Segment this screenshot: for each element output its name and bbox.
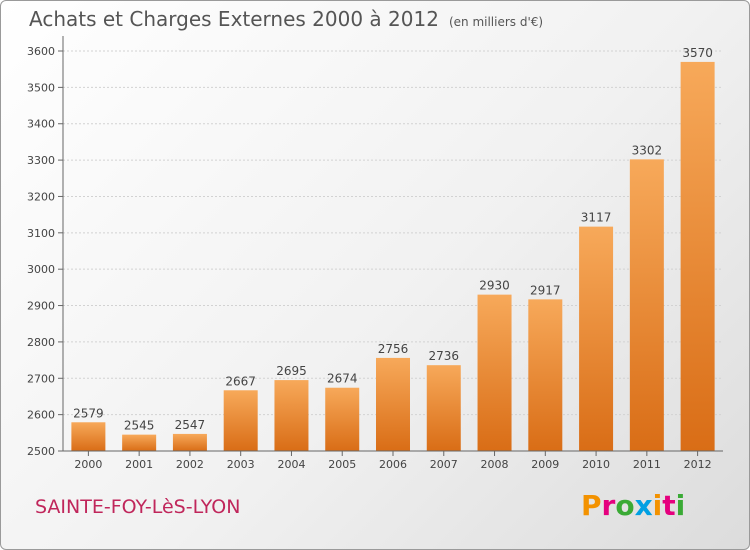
city-name: SAINTE-FOY-LèS-LYON [35, 496, 241, 518]
logo-letter: i [652, 489, 663, 522]
x-tick-label: 2006 [379, 458, 407, 471]
x-tick-label: 2011 [633, 458, 661, 471]
y-tick-label: 2600 [27, 409, 55, 422]
logo-letter: P [581, 489, 602, 522]
x-tick-label: 2001 [125, 458, 153, 471]
data-label: 3117 [581, 211, 612, 225]
bar [376, 357, 410, 451]
data-label: 2917 [530, 283, 561, 297]
bar [122, 434, 157, 451]
unit-label: (en milliers d'€) [448, 15, 544, 29]
title-text: Achats et Charges Externes 2000 à 2012 [29, 7, 439, 31]
x-tick-label: 2002 [176, 458, 204, 471]
bar [680, 61, 715, 452]
axis-layer: 2500 2600 2700 2800 2900 3000 3100 3200 3300 3400… [27, 36, 723, 471]
bar-layer: 2579 2545 2547 2667 2695 2674 2756 2736 2930 2917… [71, 46, 715, 452]
logo-letter: i [675, 489, 686, 522]
logo-letter: t [662, 489, 676, 522]
data-label: 2547 [175, 418, 206, 432]
x-tick-label: 2009 [531, 458, 559, 471]
y-tick-label: 3400 [27, 118, 55, 131]
data-label: 3302 [632, 143, 663, 157]
y-tick-label: 3000 [27, 263, 55, 276]
y-tick-label: 2800 [27, 336, 55, 349]
data-label: 2756 [378, 342, 409, 356]
bar [629, 159, 664, 451]
grid-layer [63, 50, 723, 416]
data-label: 2545 [124, 419, 155, 433]
data-label: 2667 [225, 374, 256, 388]
proxiti-logo[interactable]: Proxiti [581, 489, 685, 522]
bar [579, 226, 614, 451]
x-tick-label: 2000 [74, 458, 102, 471]
x-tick-label: 2005 [328, 458, 356, 471]
y-tick-label: 3100 [27, 227, 55, 240]
y-tick-label: 3500 [27, 81, 55, 94]
logo-letter: x [634, 489, 653, 522]
chart-title: Achats et Charges Externes 2000 à 2012 (e… [29, 7, 543, 31]
x-tick-label: 2007 [430, 458, 458, 471]
logo-letter: o [615, 489, 635, 522]
bar [274, 380, 309, 451]
bar [71, 422, 106, 451]
x-tick-label: 2008 [481, 458, 509, 471]
data-label: 2674 [327, 372, 358, 386]
bar [528, 299, 563, 451]
y-tick-label: 2500 [27, 445, 55, 458]
y-tick-label: 3600 [27, 45, 55, 58]
x-tick-label: 2004 [277, 458, 305, 471]
data-label: 3570 [682, 46, 713, 60]
data-label: 2695 [276, 364, 307, 378]
data-label: 2930 [479, 279, 510, 293]
bar [477, 294, 512, 451]
y-tick-label: 2700 [27, 372, 55, 385]
logo-letter: r [601, 489, 616, 522]
data-label: 2736 [428, 349, 459, 363]
bar [325, 387, 360, 451]
bar [223, 390, 258, 451]
bar [172, 433, 207, 451]
y-tick-label: 3300 [27, 154, 55, 167]
x-tick-label: 2010 [582, 458, 610, 471]
bar [426, 365, 461, 451]
data-label: 2579 [73, 406, 104, 420]
y-tick-label: 3200 [27, 190, 55, 203]
x-tick-label: 2003 [227, 458, 255, 471]
y-tick-label: 2900 [27, 300, 55, 313]
x-tick-label: 2012 [684, 458, 712, 471]
